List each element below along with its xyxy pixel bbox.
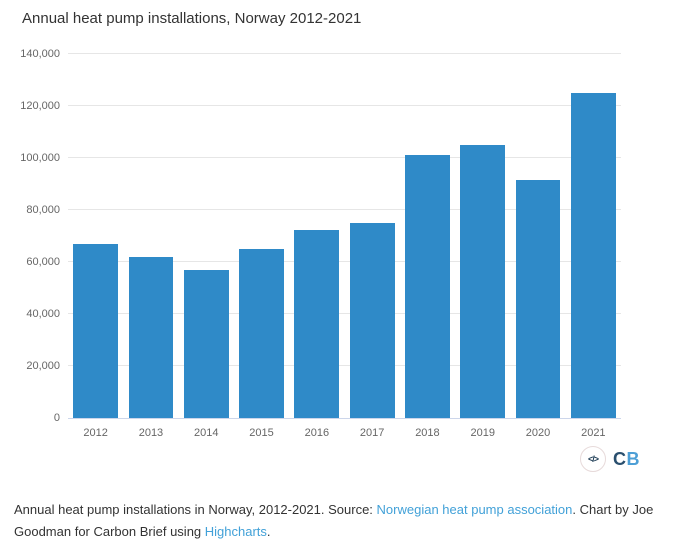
bar-2013[interactable] bbox=[128, 256, 174, 418]
bar-2015[interactable] bbox=[239, 249, 284, 418]
x-axis-label: 2014 bbox=[194, 427, 219, 439]
x-axis-label: 2016 bbox=[304, 427, 330, 439]
x-axis-labels: 2012 2013 2014 2015 2016 2017 2018 2019 2020 2021 bbox=[68, 427, 621, 439]
highcharts-link[interactable]: Highcharts bbox=[204, 524, 267, 539]
gridline bbox=[68, 209, 621, 210]
bar-slot bbox=[68, 54, 123, 418]
x-axis-label: 2015 bbox=[249, 427, 274, 439]
y-axis-label: 120,000 bbox=[20, 100, 60, 112]
carbon-brief-logo-b: B bbox=[626, 449, 640, 469]
carbon-brief-logo-c: C bbox=[613, 449, 627, 469]
branding: </> CB bbox=[580, 446, 640, 472]
bar-slot bbox=[179, 54, 234, 418]
x-axis-label: 2012 bbox=[83, 427, 108, 439]
bar-slot bbox=[400, 54, 455, 418]
y-axis-label: 40,000 bbox=[26, 308, 60, 320]
bar-2020[interactable] bbox=[515, 180, 561, 418]
bars bbox=[68, 54, 621, 418]
x-axis-label: 2017 bbox=[359, 427, 385, 439]
caption-text-start: Annual heat pump installations in Norway… bbox=[14, 502, 377, 517]
bar-2016[interactable] bbox=[294, 229, 340, 418]
bar-slot bbox=[510, 54, 565, 418]
y-axis-label: 100,000 bbox=[20, 152, 60, 164]
gridline bbox=[68, 313, 621, 314]
bar-slot bbox=[289, 54, 344, 418]
bar-2019[interactable] bbox=[460, 145, 506, 418]
y-axis-label: 140,000 bbox=[20, 48, 60, 60]
x-axis-label: 2018 bbox=[415, 427, 440, 439]
bar-slot bbox=[455, 54, 510, 418]
gridline bbox=[68, 261, 621, 262]
x-axis-label: 2013 bbox=[138, 427, 164, 439]
bar-slot bbox=[344, 54, 399, 418]
gridline bbox=[68, 157, 621, 158]
plot-area: 2012 2013 2014 2015 2016 2017 2018 2019 2020 2021… bbox=[20, 48, 621, 439]
y-axis-label: 80,000 bbox=[26, 204, 60, 216]
gridline bbox=[68, 105, 621, 106]
bar-2012[interactable] bbox=[73, 243, 119, 418]
x-axis-label: 2019 bbox=[470, 427, 495, 439]
x-axis-label: 2021 bbox=[581, 427, 606, 439]
bar-2017[interactable] bbox=[349, 223, 395, 418]
y-axis-label: 0 bbox=[53, 412, 60, 424]
caption-text-middle: . Chart by Joe Goodman for Carbon Brief … bbox=[14, 502, 654, 539]
y-axis-label: 60,000 bbox=[26, 256, 60, 268]
y-axis-label: 20,000 bbox=[26, 360, 60, 372]
bar-slot bbox=[123, 54, 178, 418]
chart-title: Annual heat pump installations, Norway 2… bbox=[22, 10, 362, 27]
source-link[interactable]: Norwegian heat pump association bbox=[376, 502, 573, 517]
caption-text-end: . bbox=[266, 524, 271, 539]
bar-2018[interactable] bbox=[405, 155, 450, 418]
x-axis-label: 2020 bbox=[525, 427, 551, 439]
bar-2021[interactable] bbox=[570, 93, 616, 418]
bar-slot bbox=[234, 54, 289, 418]
bar-2014[interactable] bbox=[183, 269, 229, 418]
bar-slot bbox=[566, 54, 621, 418]
gridline bbox=[68, 53, 621, 54]
gridline bbox=[68, 365, 621, 366]
carbon-brief-logo: CB bbox=[613, 450, 640, 468]
caption: Annual heat pump installations in Norway… bbox=[14, 499, 670, 543]
embed-code-icon[interactable]: </> bbox=[580, 446, 606, 472]
